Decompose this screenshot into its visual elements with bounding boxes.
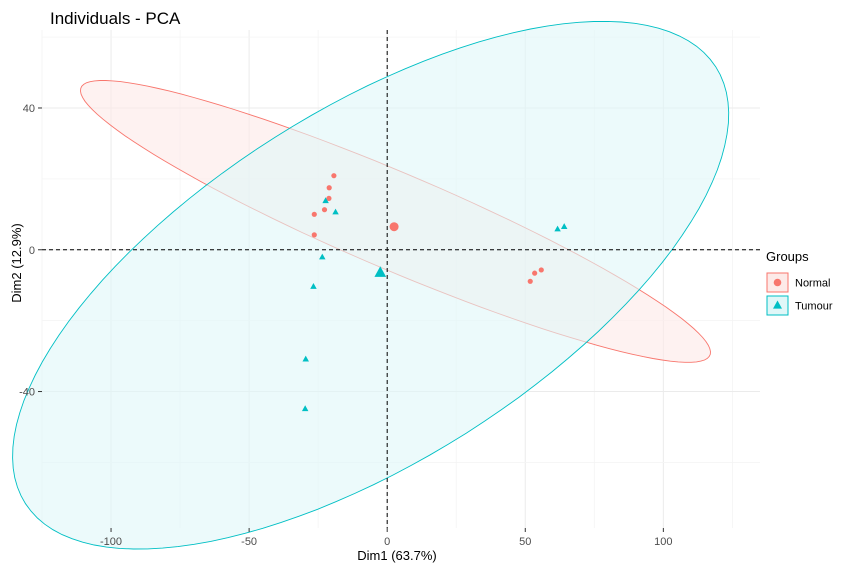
tumour-point-1 [322,197,329,204]
x-tick-label-0: -100 [100,536,122,548]
normal-centroid [389,222,399,232]
normal-point-2 [326,195,332,201]
reference-lines [42,30,760,528]
legend-label-normal: Normal [795,278,830,290]
normal-point-5 [311,232,317,238]
legend-title: Groups [766,249,809,264]
legend-marker-normal [773,278,782,287]
y-tick-label-0: -40 [19,387,35,399]
legend-marker-tumour [773,300,782,309]
normal-point-4 [311,211,317,217]
tumour-point-4 [302,355,309,362]
normal-point-7 [532,270,538,276]
tumour-point-0 [332,208,339,215]
x-tick-label-2: 0 [384,536,390,548]
tumour-point-7 [560,223,568,229]
ellipse-tumour [12,20,730,550]
confidence-ellipses [12,20,730,550]
tumour-point-5 [301,405,309,412]
tumour-point-6 [554,225,561,232]
normal-point-0 [331,173,337,179]
chart-title: Individuals - PCA [50,9,181,28]
x-tick-label-4: 100 [654,536,672,548]
axis-ticks: -100 -50 0 50 100 -40 0 40 [19,103,672,548]
y-tick-label-1: 0 [29,245,35,257]
x-tick-label-3: 50 [519,536,531,548]
normal-point-8 [538,267,544,273]
y-axis-title: Dim2 (12.9%) [9,223,24,302]
tumour-centroid [374,266,387,277]
normal-point-1 [326,185,332,191]
x-axis-title: Dim1 (63.7%) [357,548,436,563]
normal-point-6 [527,278,533,284]
x-tick-label-1: -50 [241,536,257,548]
legend-label-tumour: Tumour [795,301,833,313]
data-points [301,173,568,412]
tumour-point-2 [319,253,326,260]
normal-point-3 [321,207,328,213]
tumour-point-3 [310,283,317,289]
y-tick-label-2: 40 [23,103,35,115]
legend: Groups Normal Tumour [766,249,833,316]
